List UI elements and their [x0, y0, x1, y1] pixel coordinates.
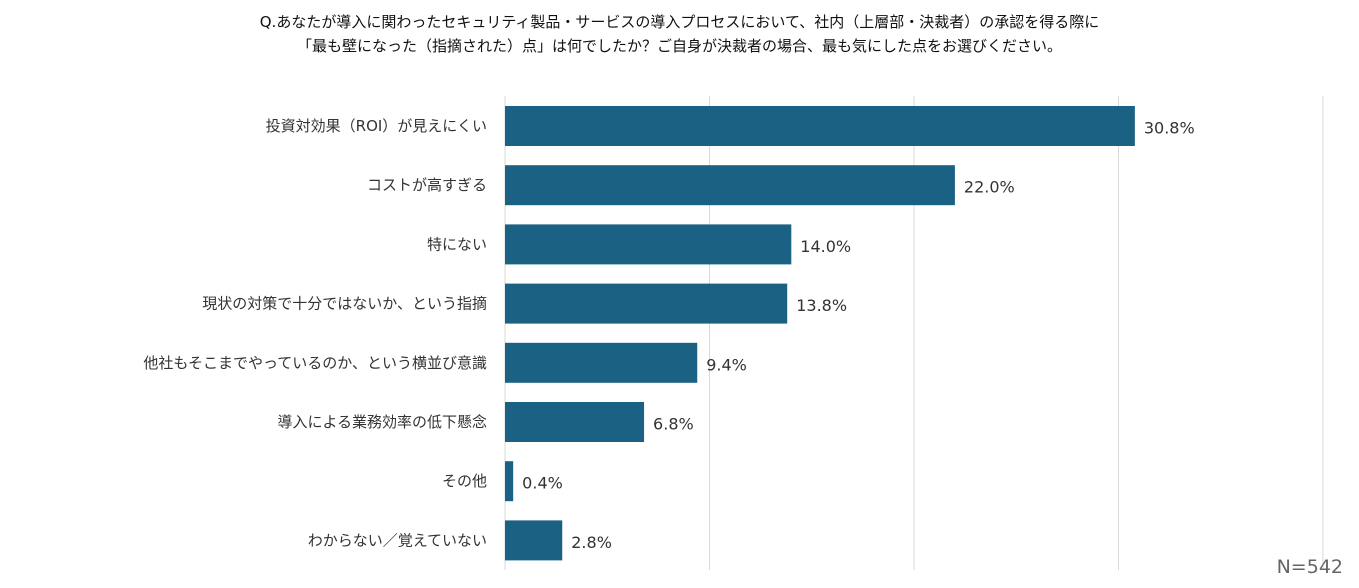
- value-label: 0.4%: [522, 474, 563, 493]
- chart-title: Q.あなたが導入に関わったセキュリティ製品・サービスの導入プロセスにおいて、社内…: [0, 10, 1359, 58]
- bar: [505, 165, 955, 206]
- sample-size-label: N=542: [1276, 556, 1343, 578]
- chart-title-line-2: 「最も壁になった（指摘された）点」は何でしたか？ご自身が決裁者の場合、最も気にし…: [296, 37, 1062, 55]
- bar: [505, 342, 698, 383]
- category-label: その他: [442, 472, 487, 490]
- value-label: 22.0%: [964, 178, 1015, 197]
- chart-title-line-1: Q.あなたが導入に関わったセキュリティ製品・サービスの導入プロセスにおいて、社内…: [259, 13, 1100, 31]
- value-label: 9.4%: [706, 355, 747, 374]
- bar: [505, 283, 788, 324]
- category-label: 特にない: [427, 235, 487, 253]
- value-label: 30.8%: [1144, 119, 1195, 138]
- category-label: 他社もそこまでやっているのか、という横並び意識: [143, 354, 487, 372]
- category-label: わからない／覚えていない: [308, 531, 487, 549]
- value-label: 6.8%: [653, 415, 694, 434]
- value-label: 2.8%: [571, 533, 612, 552]
- category-label: 導入による業務効率の低下懸念: [277, 413, 487, 431]
- value-label: 13.8%: [796, 296, 847, 315]
- bar: [505, 520, 563, 561]
- bar: [505, 106, 1135, 146]
- category-label: コストが高すぎる: [367, 176, 487, 194]
- value-label: 14.0%: [800, 237, 851, 256]
- bar: [505, 461, 514, 502]
- category-label: 現状の対策で十分ではないか、という指摘: [202, 295, 487, 313]
- bar: [505, 224, 792, 265]
- bar: [505, 402, 645, 442]
- category-label: 投資対効果（ROI）が見えにくい: [266, 117, 487, 135]
